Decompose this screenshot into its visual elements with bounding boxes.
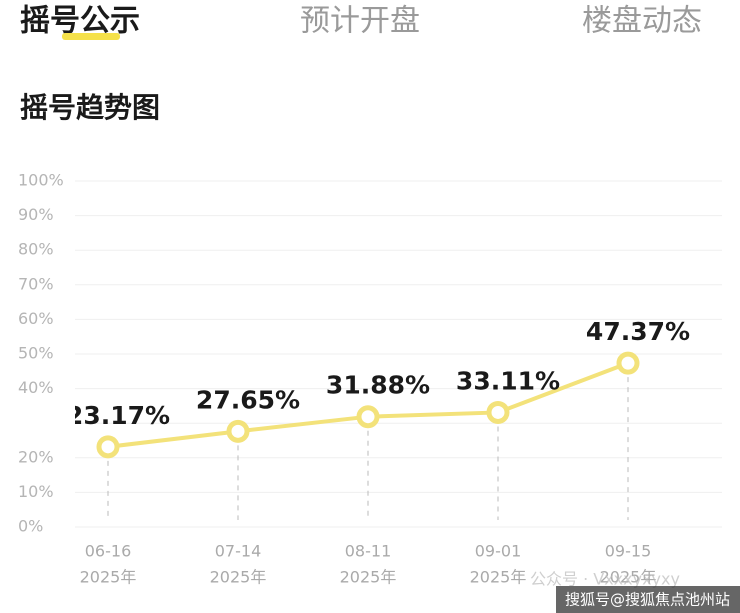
x-tick-label: 07-14 — [215, 542, 262, 561]
tab[interactable]: 楼盘动态 — [582, 4, 702, 39]
x-tick-year: 2025年 — [470, 568, 527, 587]
section-title: 摇号趋势图 — [20, 91, 160, 124]
tab-underline — [62, 33, 120, 40]
y-tick-label: 70% — [18, 274, 54, 293]
watermark-bg — [556, 586, 740, 613]
x-tick-year: 2025年 — [600, 568, 657, 587]
tab[interactable]: 预计开盘 — [300, 4, 420, 39]
point — [616, 351, 640, 375]
point — [486, 400, 510, 424]
value-label: 31.88% — [326, 371, 430, 400]
point — [226, 419, 250, 443]
left-mask — [0, 400, 75, 445]
y-tick-label: 50% — [18, 344, 54, 363]
x-tick-label: 09-15 — [605, 542, 652, 561]
y-tick-label: 40% — [18, 378, 54, 397]
tab-active[interactable]: 摇号公示 — [20, 4, 140, 39]
point — [356, 405, 380, 429]
watermark: 搜狐号@搜狐焦点池州站 — [565, 591, 730, 609]
y-tick-label: 90% — [18, 205, 54, 224]
point — [96, 435, 120, 459]
watermark: 公众号 · Vxxxyxyxy — [530, 570, 680, 589]
x-tick-label: 06-16 — [85, 542, 132, 561]
x-tick-year: 2025年 — [210, 568, 267, 587]
value-label: 33.11% — [456, 366, 560, 395]
y-tick-label: 0% — [18, 517, 43, 536]
plot: 0%10%20%30%40%50%60%70%80%90%100%06-1620… — [0, 171, 722, 587]
y-tick-label: 20% — [18, 447, 54, 466]
x-tick-label: 09-01 — [475, 542, 522, 561]
value-label: 27.65% — [196, 385, 300, 414]
value-label: 23.17% — [66, 401, 170, 430]
y-tick-label: 60% — [18, 309, 54, 328]
x-tick-year: 2025年 — [340, 568, 397, 587]
y-tick-label: 80% — [18, 240, 54, 259]
value-label: 47.37% — [586, 317, 690, 346]
y-tick-label: 100% — [18, 171, 64, 190]
y-tick-label: 10% — [18, 482, 54, 501]
x-tick-year: 2025年 — [80, 568, 137, 587]
x-tick-label: 08-11 — [345, 542, 392, 561]
